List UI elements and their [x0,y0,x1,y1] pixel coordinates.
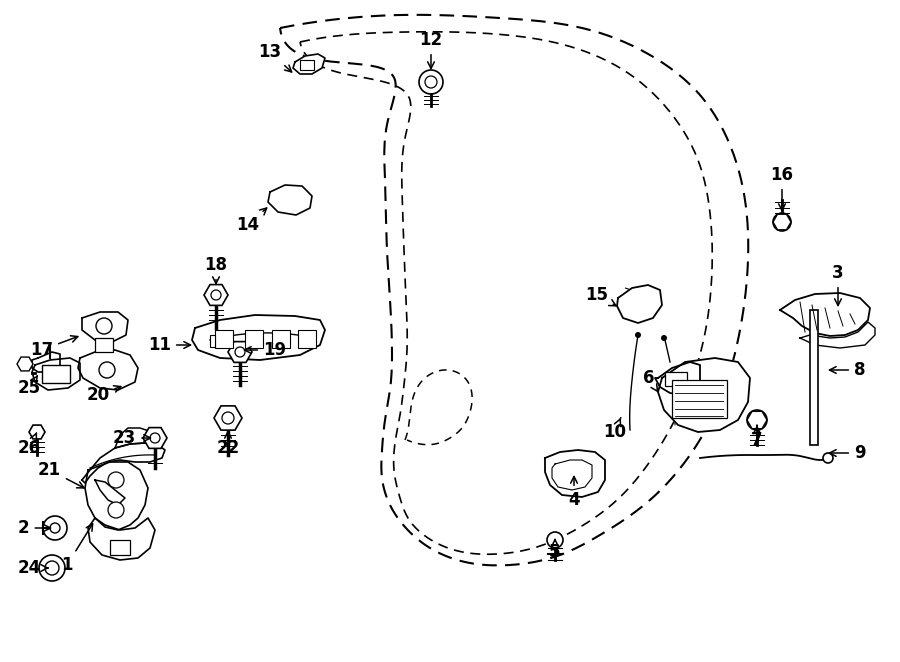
Polygon shape [85,462,148,530]
Text: 16: 16 [770,166,794,211]
Polygon shape [17,357,33,371]
Polygon shape [552,460,592,490]
Text: 9: 9 [830,444,866,462]
Text: 8: 8 [830,361,866,379]
Bar [272,330,290,348]
Polygon shape [214,406,242,430]
Polygon shape [293,54,325,74]
Circle shape [108,502,124,518]
Circle shape [99,362,115,378]
Polygon shape [780,293,870,336]
Polygon shape [545,450,605,497]
Circle shape [211,290,221,300]
Polygon shape [143,428,167,448]
Polygon shape [78,350,138,390]
Polygon shape [747,411,767,429]
Text: 4: 4 [568,477,580,509]
Text: 18: 18 [204,256,228,283]
Polygon shape [655,362,700,395]
Polygon shape [192,315,325,360]
Text: 20: 20 [86,386,121,404]
Bar [215,330,233,348]
Bar [210,335,215,347]
Polygon shape [115,428,158,448]
Polygon shape [29,425,45,439]
Text: 12: 12 [419,31,443,68]
Bar [672,380,727,418]
Text: 24: 24 [18,559,48,577]
Text: 21: 21 [38,461,84,488]
Polygon shape [617,285,662,323]
Circle shape [150,433,160,443]
Circle shape [39,555,65,581]
Text: 17: 17 [30,336,77,359]
Text: 26: 26 [18,433,41,457]
Circle shape [43,516,67,540]
Bar [42,365,70,383]
Bar [110,540,130,555]
Polygon shape [800,322,875,348]
Circle shape [96,318,112,334]
Text: 15: 15 [585,286,616,306]
Bar [298,330,316,348]
Text: 22: 22 [216,432,239,457]
Text: 13: 13 [258,43,292,72]
Text: 10: 10 [603,418,626,441]
Text: 5: 5 [549,540,561,561]
Text: 14: 14 [237,208,266,234]
Bar [95,338,113,352]
Bar [810,310,818,445]
Text: 19: 19 [245,341,286,359]
Circle shape [45,561,59,575]
Bar [245,330,263,348]
Text: 7: 7 [752,426,763,449]
Polygon shape [88,518,155,560]
Circle shape [635,332,641,338]
Circle shape [773,213,791,231]
Polygon shape [32,352,60,372]
Circle shape [425,76,437,88]
Circle shape [823,453,833,463]
Text: 23: 23 [113,429,150,447]
Text: 25: 25 [18,376,41,397]
Bar [300,60,314,70]
Text: 6: 6 [643,369,658,392]
Circle shape [50,523,60,533]
Circle shape [661,335,667,341]
Circle shape [547,532,563,548]
Polygon shape [773,214,791,230]
Circle shape [108,472,124,488]
Polygon shape [82,443,165,483]
Polygon shape [95,480,125,505]
Circle shape [222,412,234,424]
Polygon shape [268,185,312,215]
Polygon shape [82,312,128,342]
Bar [665,372,687,386]
Text: 3: 3 [832,264,844,306]
Polygon shape [204,285,228,305]
Text: 2: 2 [18,519,50,537]
Circle shape [747,410,767,430]
Polygon shape [658,358,750,432]
Polygon shape [32,358,80,390]
Circle shape [419,70,443,94]
Circle shape [235,347,245,357]
Text: 11: 11 [148,336,191,354]
Text: 1: 1 [61,524,93,574]
Polygon shape [228,342,252,362]
